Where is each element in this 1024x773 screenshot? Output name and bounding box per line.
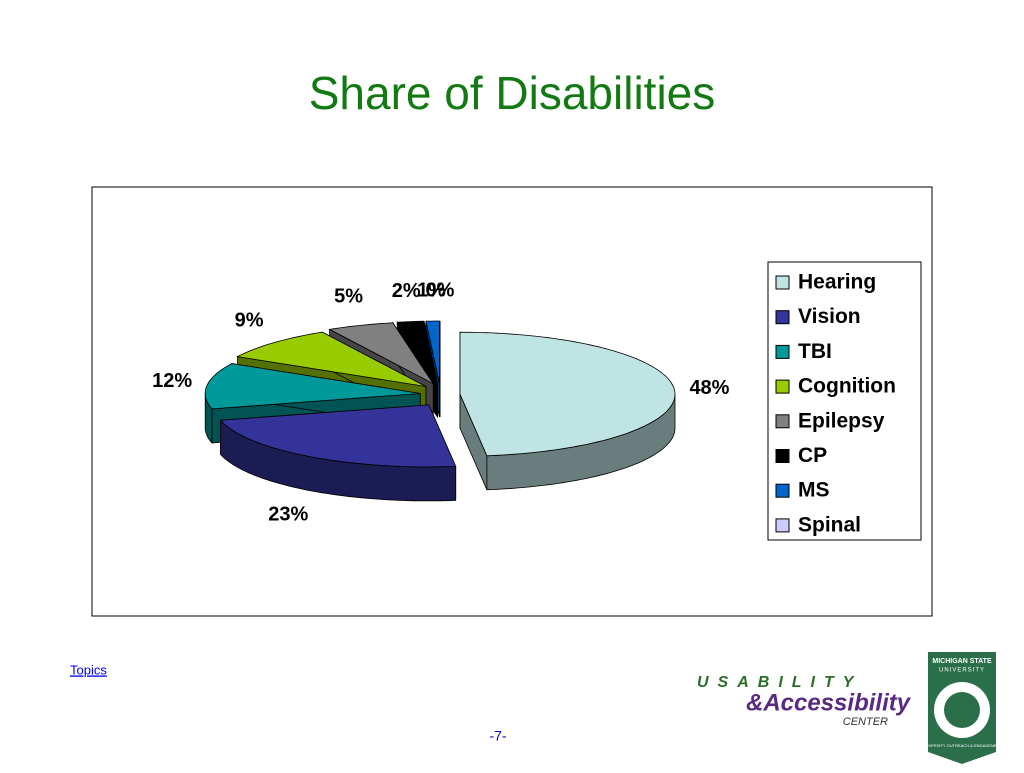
logo-usability: USABILITY — [697, 674, 862, 691]
legend-swatch — [775, 414, 790, 429]
msu-outreach: UNIVERSITY OUTREACH & ENGAGEMENT — [922, 743, 1003, 748]
msu-seal-inner — [944, 692, 980, 728]
data-label: 48% — [689, 377, 729, 399]
legend-label: TBI — [798, 340, 832, 363]
slice — [396, 320, 438, 384]
legend-swatch — [775, 275, 790, 290]
data-label: 23% — [268, 503, 308, 525]
slice — [204, 363, 421, 410]
chart-title: Share of Disabilities — [309, 67, 716, 119]
data-label: 9% — [235, 310, 264, 332]
legend-label: Hearing — [798, 271, 876, 294]
data-label: 12% — [152, 370, 192, 392]
legend-swatch — [775, 449, 790, 463]
legend-swatch — [775, 518, 790, 533]
page-number: -7- — [489, 728, 506, 744]
legend-label: MS — [798, 479, 830, 502]
legend: Hearing Vision TBI Cognition Epilepsy CP MS Spi… — [775, 271, 896, 536]
data-label: 5% — [334, 285, 363, 307]
legend-label: Cognition — [798, 375, 896, 398]
pie: 48% 23% 12% 9% 5% 2%1%0% — [152, 279, 730, 525]
legend-label: Vision — [798, 305, 861, 328]
topics-link[interactable]: Topics — [70, 662, 107, 677]
legend-label: CP — [798, 444, 827, 467]
logo-accessibility: &Accessibility — [746, 689, 912, 716]
data-label: 0% — [426, 279, 455, 301]
data-label: 2% — [392, 280, 421, 302]
legend-box — [767, 261, 922, 541]
msu-name2: UNIVERSITY — [939, 668, 985, 674]
legend-swatch — [775, 344, 790, 359]
slice — [425, 320, 440, 384]
msu-name: MICHIGAN STATE — [932, 658, 992, 665]
legend-label: Spinal — [798, 513, 861, 536]
legend-swatch — [775, 483, 790, 498]
legend-swatch — [775, 310, 790, 325]
slice — [236, 331, 427, 387]
legend-swatch — [775, 379, 790, 394]
legend-label: Epilepsy — [798, 409, 885, 432]
slice — [459, 331, 676, 457]
slice — [219, 404, 457, 468]
slice — [328, 322, 434, 385]
data-label: 1% — [417, 279, 446, 301]
logo-center: CENTER — [843, 716, 888, 728]
